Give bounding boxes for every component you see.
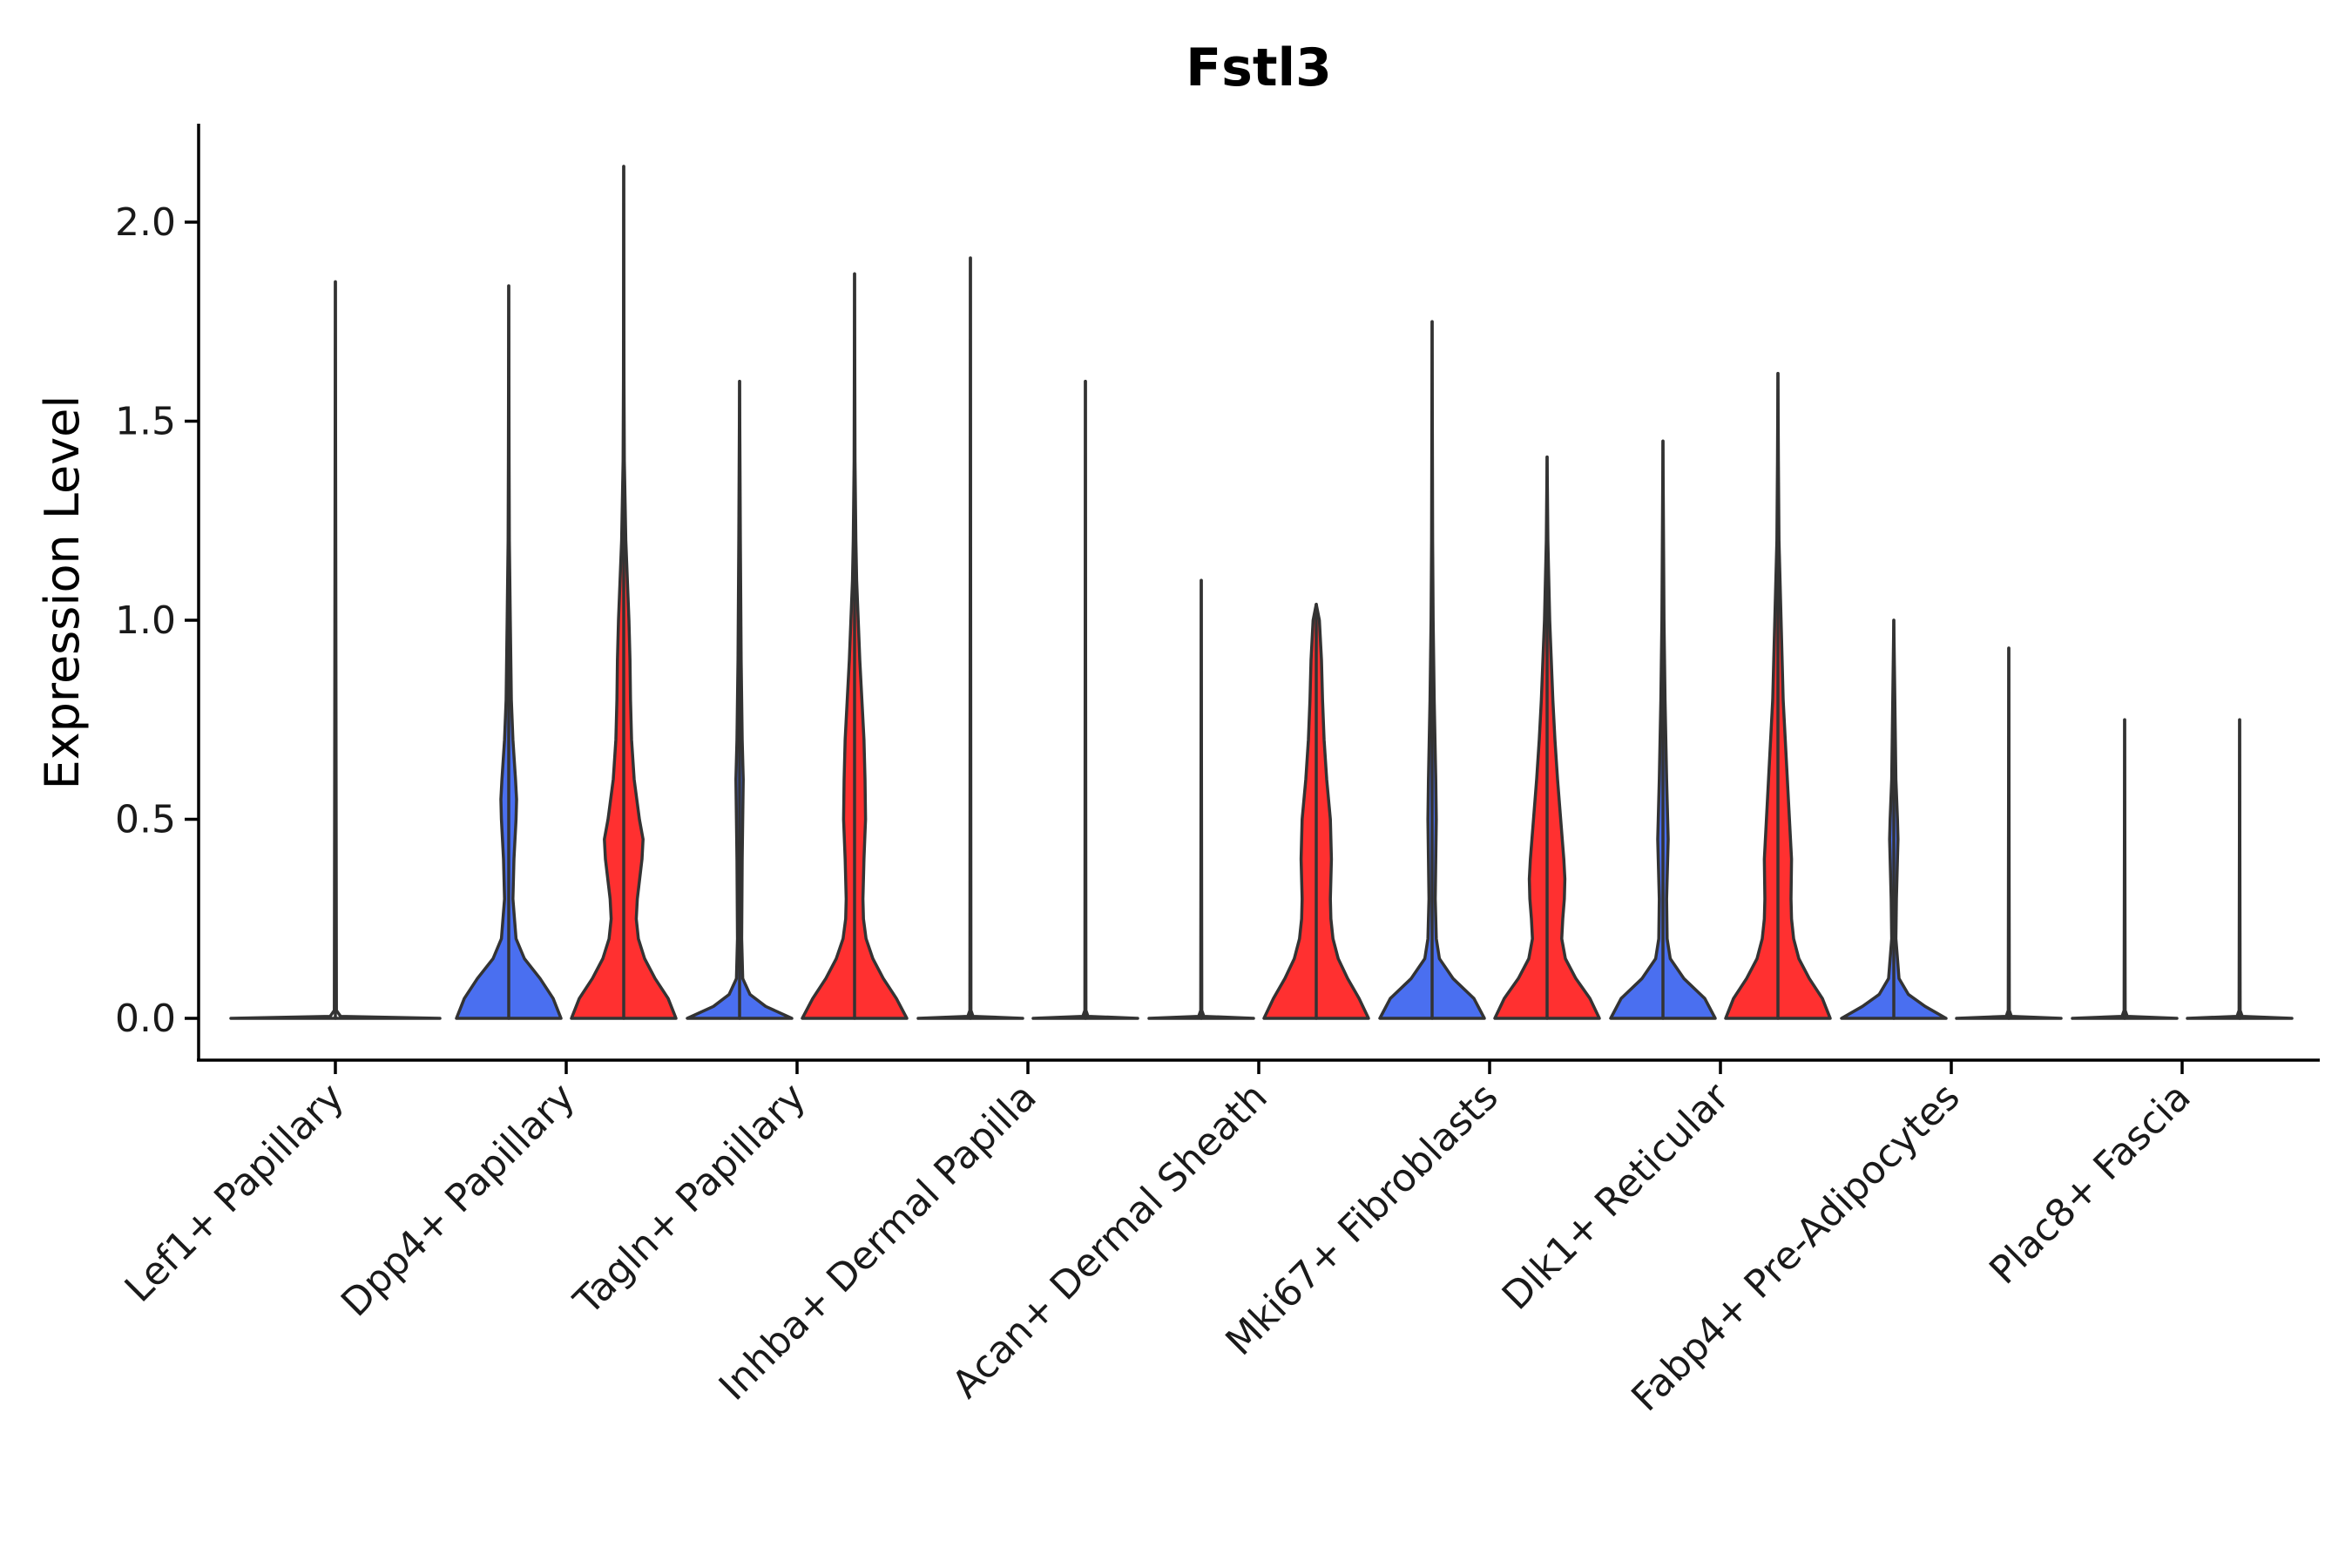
violin-right [1955,646,2063,1020]
x-category-label: Plac8+ Fascia [1981,1075,2200,1294]
violin-right [1493,455,1601,1020]
x-category-label: Tagln+ Papillary [565,1075,814,1324]
violin-left [916,256,1024,1020]
x-category-label: Lef1+ Papillary [117,1075,353,1311]
violin-single [229,280,442,1020]
violin-right [570,165,678,1020]
y-axis-ticks: 0.0 0.5 1.0 1.5 2.0 [115,200,199,1041]
violin-left [686,380,794,1020]
y-axis-label: Expression Level [35,395,90,790]
violin-left [1609,439,1717,1020]
violin-right [2186,718,2294,1020]
violin-right [801,272,909,1020]
violin-left [2071,718,2179,1020]
violin-left [1378,320,1486,1020]
y-tick-label: 2.0 [115,200,176,245]
x-category-label: Dlk1+ Reticular [1494,1074,1739,1319]
violin-left [1147,578,1255,1020]
y-tick-label: 0.5 [115,798,176,842]
chart-title: Fstl3 [1186,37,1332,98]
y-tick-label: 1.5 [115,400,176,444]
y-tick-label: 0.0 [115,997,176,1041]
violin-left [1840,618,1948,1020]
violin-right [1262,602,1370,1020]
violin-right [1724,371,1832,1020]
y-tick-label: 1.0 [115,598,176,643]
violin-right [1031,380,1139,1020]
violin-left [455,284,563,1020]
x-category-label: Dpp4+ Papillary [333,1075,584,1326]
plot-area [229,165,2294,1020]
